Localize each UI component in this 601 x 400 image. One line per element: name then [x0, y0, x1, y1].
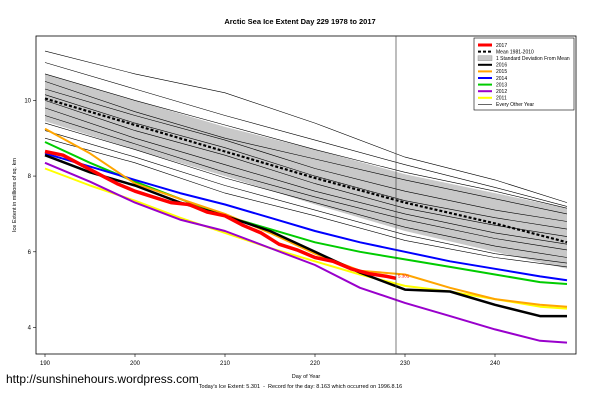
- y-tick-label: 10: [24, 98, 31, 104]
- series-line-other-year-10: [44, 130, 568, 264]
- site-url: http://sunshinehours.wordpress.com: [6, 372, 199, 386]
- series-line-2014: [44, 152, 568, 282]
- series-line-other-year-9: [44, 122, 568, 258]
- y-tick-label: 4: [28, 326, 32, 332]
- series-line-2012: [44, 161, 568, 344]
- x-tick-label: 240: [490, 361, 501, 367]
- series-line-other-year-3: [44, 81, 568, 215]
- std-deviation-band: [45, 73, 567, 269]
- current-value-label: 5.301: [398, 273, 410, 278]
- legend-entry-label: 2017: [496, 43, 507, 49]
- x-tick-label: 220: [310, 361, 321, 367]
- series-line-2017: [44, 149, 397, 281]
- marker-layer: 5.301: [395, 36, 410, 354]
- y-tick-label: 6: [28, 250, 32, 256]
- legend-entry-label: 2015: [496, 69, 507, 75]
- lines-layer: [44, 50, 568, 344]
- x-tick-label: 230: [400, 361, 411, 367]
- legend-entry-label: Mean 1981-2010: [496, 49, 534, 55]
- legend-entry-label: 2011: [496, 96, 507, 102]
- series-line-other-year-7: [44, 107, 568, 245]
- series-line-other-year-6: [44, 100, 568, 237]
- series-line-other-year-8: [44, 115, 568, 251]
- legend-entry-label: 2013: [496, 82, 507, 88]
- legend-entry-label: 2012: [496, 89, 507, 95]
- ice-extent-note: Today's Ice Extent: 5.301 - Record for t…: [198, 384, 403, 390]
- chart-title: Arctic Sea Ice Extent Day 229 1978 to 20…: [224, 17, 375, 26]
- series-line-2013: [44, 141, 568, 285]
- series-line-other-year-1: [44, 62, 568, 207]
- series-line-other-year-11: [44, 137, 568, 268]
- mean-layer: [44, 97, 568, 244]
- series-line-other-year-0: [44, 50, 568, 203]
- series-line-other-year-4: [44, 88, 568, 222]
- ticks-layer: 190 200 210 220 230 240 4 6 8 10: [24, 98, 500, 367]
- mean-line: [44, 97, 568, 244]
- legend-entry-label: 2016: [496, 63, 507, 69]
- legend-entry-label: 2014: [496, 76, 507, 82]
- series-line-other-year-2: [44, 73, 568, 209]
- legend-entry-label: Every Other Year: [496, 102, 534, 108]
- y-axis-label: Ice Extent in millions of sq. km: [12, 158, 18, 232]
- legend-entry-label: 1 Standard Deviation From Mean: [496, 56, 570, 62]
- x-tick-label: 210: [220, 361, 231, 367]
- std-band-layer: [45, 73, 567, 269]
- x-tick-label: 200: [130, 361, 141, 367]
- series-line-other-year-5: [44, 94, 568, 230]
- legend-swatch-std-band: [477, 55, 493, 61]
- y-tick-label: 8: [28, 174, 32, 180]
- x-axis-label: Day of Year: [292, 374, 321, 380]
- series-line-2015: [44, 127, 568, 308]
- series-line-2016: [44, 154, 567, 318]
- x-tick-label: 190: [40, 361, 51, 367]
